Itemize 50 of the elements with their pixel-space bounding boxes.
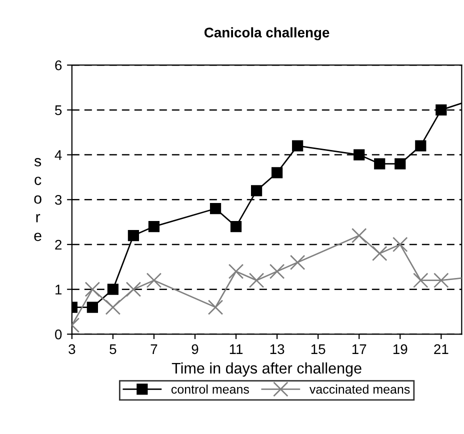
- point: [107, 284, 119, 295]
- x-tick-label: 5: [110, 344, 116, 354]
- y-tick-label: 5: [55, 105, 62, 116]
- point: [272, 167, 283, 178]
- x-tick-label: 3: [68, 344, 76, 354]
- point: [146, 272, 162, 288]
- point: [413, 272, 428, 288]
- x-tick-label: 15: [311, 344, 326, 354]
- point: [374, 158, 386, 170]
- point: [86, 302, 98, 313]
- point: [290, 254, 306, 270]
- point: [230, 220, 242, 232]
- x-tick-label: 7: [150, 344, 158, 354]
- chart-title: Canicola challenge: [204, 27, 330, 40]
- point: [128, 230, 140, 242]
- x-tick-label: 11: [230, 344, 243, 354]
- point: [372, 246, 388, 262]
- point: [292, 140, 304, 152]
- x-tick-label: 17: [352, 344, 366, 354]
- legend-label: vaccinated means: [309, 384, 410, 394]
- point: [269, 264, 285, 280]
- point: [208, 300, 224, 315]
- y-axis-title: s c o r e: [34, 158, 42, 242]
- point: [84, 282, 100, 297]
- point: [148, 220, 160, 232]
- x-tick-label: 9: [192, 344, 198, 354]
- x-tick-label: 19: [393, 344, 408, 354]
- legend-label: control means: [171, 384, 249, 394]
- x-tick-label: 21: [434, 344, 448, 354]
- point: [105, 300, 121, 315]
- point: [250, 185, 262, 196]
- point: [126, 282, 142, 297]
- y-tick-label: 4: [54, 150, 62, 160]
- point: [228, 264, 244, 280]
- y-tick-label: 2: [55, 240, 62, 250]
- point: [436, 104, 447, 116]
- x-axis-title: Time in days after challenge: [172, 362, 362, 377]
- point: [210, 203, 222, 214]
- point: [354, 149, 365, 160]
- point: [392, 236, 408, 252]
- point: [415, 140, 426, 152]
- y-tick-label: 6: [55, 60, 62, 70]
- point: [434, 272, 449, 288]
- y-tick-label: 3: [55, 194, 62, 205]
- point: [394, 158, 406, 170]
- point: [248, 272, 264, 288]
- x-tick-label: 13: [270, 344, 284, 354]
- point: [351, 228, 367, 244]
- y-tick-label: 1: [56, 284, 62, 294]
- y-tick-label: 0: [55, 330, 62, 340]
